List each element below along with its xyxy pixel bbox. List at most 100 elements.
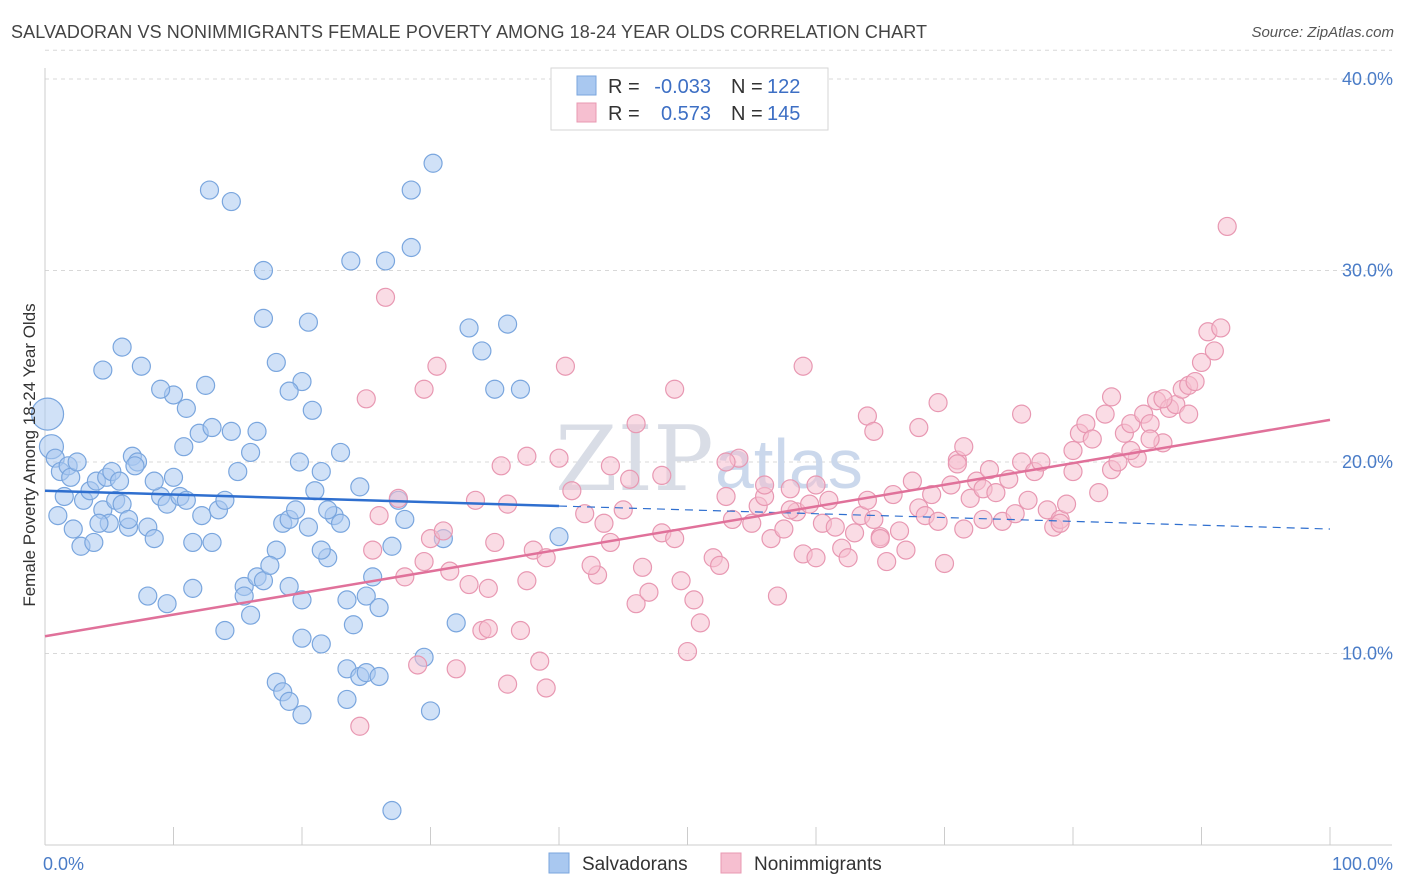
salvadoran-point — [289, 452, 310, 472]
nonimmigrant-point — [665, 379, 685, 399]
salvadoran-point — [285, 500, 306, 520]
nonimmigrant-point — [979, 460, 1000, 480]
legend-r-label-blue: R = — [608, 76, 640, 98]
nonimmigrant-point — [677, 641, 698, 662]
nonimmigrant-point — [491, 456, 511, 476]
salvadoran-point — [549, 527, 569, 547]
series-legend: Salvadorans Nonimmigrants — [548, 852, 882, 875]
nonimmigrant-point — [838, 548, 858, 568]
x-tick-label-1: 100.0% — [1332, 854, 1393, 874]
nonimmigrant-point — [889, 521, 910, 541]
bottom-legend-label-blue: Salvadorans — [582, 854, 688, 875]
nonimmigrant-point — [427, 356, 447, 376]
nonimmigrant-point — [1121, 414, 1141, 434]
salvadoran-point — [202, 417, 222, 438]
salvadoran-point — [174, 437, 194, 457]
nonimmigrant-point — [440, 561, 460, 581]
nonimmigrant-point — [459, 574, 479, 595]
nonimmigrant-point — [1217, 216, 1237, 237]
legend-r-label-pink: R = — [608, 103, 640, 125]
nonimmigrant-point — [600, 456, 621, 476]
nonimmigrant-point — [793, 356, 813, 376]
nonimmigrant-point — [626, 594, 646, 614]
nonimmigrant-point — [844, 523, 865, 543]
salvadoran-point — [420, 701, 441, 721]
nonimmigrant-point — [433, 521, 453, 541]
y-axis-title: Female Poverty Among 18-24 Year Olds — [20, 303, 39, 606]
nonimmigrant-point — [1050, 513, 1070, 533]
salvadoran-point — [196, 375, 216, 395]
nonimmigrant-point — [465, 490, 486, 510]
salvadoran-point — [215, 490, 235, 510]
salvadoran-point — [318, 500, 338, 520]
legend-r-value-pink: 0.573 — [661, 103, 711, 125]
stats-legend: R = -0.033 N = 122 R = 0.573 N = 145 — [550, 67, 829, 131]
nonimmigrant-point — [806, 548, 826, 568]
salvadoran-point — [401, 180, 421, 200]
salvadoran-point — [84, 532, 104, 553]
nonimmigrant-point — [363, 540, 383, 560]
salvadoran-point — [109, 471, 130, 491]
nonimmigrant-point — [575, 504, 595, 524]
salvadoran-point — [350, 477, 370, 497]
salvadoran-point — [382, 536, 402, 556]
nonimmigrant-point — [799, 494, 820, 514]
salvadoran-point — [311, 540, 331, 560]
salvadoran-point — [311, 634, 331, 654]
salvadoran-point — [356, 586, 376, 606]
nonimmigrant-point — [562, 481, 582, 501]
salvadoran-point — [498, 314, 518, 334]
nonimmigrant-point — [825, 517, 845, 537]
nonimmigrant-point — [613, 500, 633, 520]
nonimmigrant-point — [446, 659, 466, 679]
nonimmigrant-point — [1031, 452, 1051, 472]
nonimmigrant-point — [928, 393, 948, 413]
salvadoran-point — [485, 379, 505, 399]
nonimmigrant-point — [1121, 440, 1141, 461]
nonimmigrant-point — [581, 555, 601, 576]
tick-labels: 10.0% 20.0% 30.0% 40.0% 0.0% 100.0% — [43, 69, 1393, 874]
nonimmigrant-point — [1018, 490, 1038, 510]
salvadoran-point — [337, 590, 357, 610]
salvadoran-point — [199, 180, 220, 200]
nonimmigrant-point — [1204, 341, 1224, 361]
salvadoran-point — [48, 506, 68, 526]
salvadoran-point — [260, 555, 280, 576]
salvadoran-point — [228, 461, 248, 482]
nonimmigrant-point — [710, 555, 730, 576]
salvadoran-point — [163, 467, 184, 487]
nonimmigrant-point — [478, 578, 498, 598]
trend-lines — [44, 418, 1331, 638]
salvadoran-point — [311, 461, 331, 482]
salvadoran-point — [369, 666, 389, 687]
nonimmigrant-point — [954, 519, 974, 539]
nonimmigrant-point — [684, 590, 704, 610]
salvadoran-point — [221, 191, 241, 212]
nonimmigrant-point — [517, 571, 537, 591]
salvadoran-point — [305, 481, 325, 501]
nonimmigrant-point — [1191, 352, 1212, 373]
chart-title: SALVADORAN VS NONIMMIGRANTS FEMALE POVER… — [11, 22, 928, 42]
salvadoran-point — [292, 705, 312, 725]
salvadoran-point — [215, 620, 235, 641]
salvadoran-point — [341, 251, 361, 271]
nonimmigrant-point — [671, 571, 691, 591]
nonimmigrant-point — [530, 651, 550, 671]
salvadoran-point — [343, 615, 363, 635]
nonimmigrant-point — [864, 421, 884, 441]
salvadoran-point — [459, 318, 479, 338]
salvadoran-point — [292, 371, 312, 392]
y-tick-label-2: 30.0% — [1342, 260, 1393, 280]
salvadoran-point — [247, 421, 267, 441]
nonimmigrant-point — [388, 488, 408, 508]
nonimmigrant-point — [517, 446, 537, 466]
nonimmigrant-point — [928, 511, 948, 531]
legend-box — [550, 67, 829, 131]
nonimmigrant-point — [485, 532, 505, 553]
nonimmigrant-point — [1005, 504, 1025, 524]
nonimmigrant-point — [510, 620, 531, 641]
salvadoran-point — [67, 452, 87, 472]
salvadoran-point — [382, 800, 402, 821]
nonimmigrant-point — [902, 471, 922, 491]
salvadoran-point — [253, 308, 274, 328]
